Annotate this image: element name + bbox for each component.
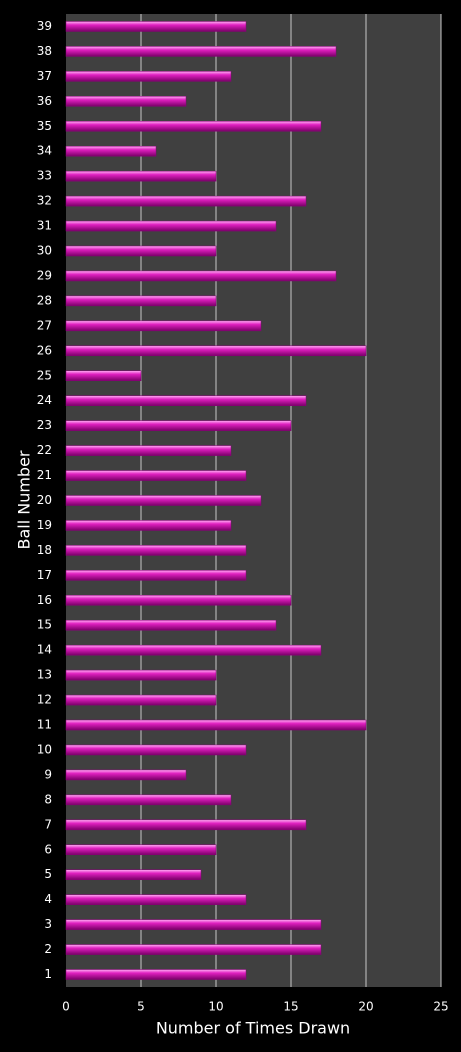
bar	[65, 545, 247, 556]
bar	[65, 295, 217, 307]
y-tick-label: 13	[37, 668, 52, 682]
bar	[65, 445, 232, 456]
bar	[65, 744, 247, 756]
y-tick-label: 16	[37, 593, 52, 607]
y-tick-label: 20	[37, 493, 52, 507]
y-tick-label: 27	[37, 318, 52, 332]
y-tick-label: 26	[37, 343, 52, 357]
bar	[65, 245, 217, 257]
bar	[65, 595, 292, 606]
y-tick-label: 14	[37, 643, 52, 657]
x-tick-label: 10	[208, 1000, 223, 1014]
bar	[65, 96, 187, 107]
x-tick-label: 0	[62, 1000, 70, 1014]
bar	[65, 669, 217, 681]
y-tick-label: 30	[37, 244, 52, 258]
bar	[65, 919, 322, 930]
y-tick-label: 19	[37, 518, 52, 532]
y-tick-label: 35	[37, 119, 52, 133]
bar	[65, 420, 292, 431]
bar	[65, 570, 247, 581]
bar	[65, 794, 232, 806]
bar	[65, 894, 247, 905]
y-tick-label: 8	[44, 792, 52, 806]
y-tick-label: 17	[37, 568, 52, 582]
bar	[65, 320, 262, 332]
bar	[65, 619, 277, 631]
bar	[65, 395, 307, 406]
y-tick-label: 1	[44, 967, 52, 981]
y-tick-label: 34	[37, 144, 52, 158]
bar	[65, 21, 247, 32]
bar	[65, 844, 217, 856]
y-tick-label: 12	[37, 693, 52, 707]
y-tick-label: 15	[37, 618, 52, 632]
y-tick-label: 38	[37, 44, 52, 58]
y-tick-label: 11	[37, 718, 52, 732]
bar	[65, 71, 232, 82]
bar	[65, 145, 157, 157]
y-tick-label: 10	[37, 742, 52, 756]
y-axis-label: Ball Number	[15, 450, 34, 549]
y-tick-label: 36	[37, 94, 52, 108]
y-tick-label: 37	[37, 69, 52, 83]
y-tick-label: 32	[37, 194, 52, 208]
bar	[65, 46, 337, 57]
bar	[65, 270, 337, 282]
y-tick-label: 4	[44, 892, 52, 906]
x-tick-label: 5	[137, 1000, 145, 1014]
x-tick-label: 15	[283, 1000, 298, 1014]
bar	[65, 719, 367, 731]
y-tick-label: 33	[37, 169, 52, 183]
y-tick-label: 39	[37, 19, 52, 33]
bar	[65, 969, 247, 980]
bar	[65, 819, 307, 831]
bar	[65, 520, 232, 531]
y-tick-label: 31	[37, 219, 52, 233]
y-tick-label: 18	[37, 543, 52, 557]
bar	[65, 769, 187, 781]
y-tick-label: 5	[44, 867, 52, 881]
y-tick-label: 25	[37, 368, 52, 382]
x-tick-label: 20	[358, 1000, 373, 1014]
y-tick-label: 24	[37, 393, 52, 407]
bar	[65, 121, 322, 132]
y-tick-label: 22	[37, 443, 52, 457]
bar	[65, 470, 247, 481]
y-tick-label: 29	[37, 268, 52, 282]
bar	[65, 944, 322, 955]
bar	[65, 195, 307, 207]
y-tick-label: 2	[44, 942, 52, 956]
bar	[65, 220, 277, 232]
y-tick-label: 7	[44, 817, 52, 831]
bar	[65, 345, 367, 357]
y-tick-label: 9	[44, 767, 52, 781]
bar	[65, 869, 202, 880]
y-tick-label: 23	[37, 418, 52, 432]
bar	[65, 694, 217, 706]
y-tick-label: 6	[44, 842, 52, 856]
x-tick-label: 25	[433, 1000, 448, 1014]
bar	[65, 644, 322, 656]
y-tick-label: 28	[37, 293, 52, 307]
bar	[65, 370, 142, 382]
y-tick-label: 21	[37, 468, 52, 482]
bar	[65, 170, 217, 182]
y-tick-label: 3	[44, 917, 52, 931]
x-axis-label: Number of Times Drawn	[156, 1019, 350, 1038]
bar	[65, 495, 262, 506]
